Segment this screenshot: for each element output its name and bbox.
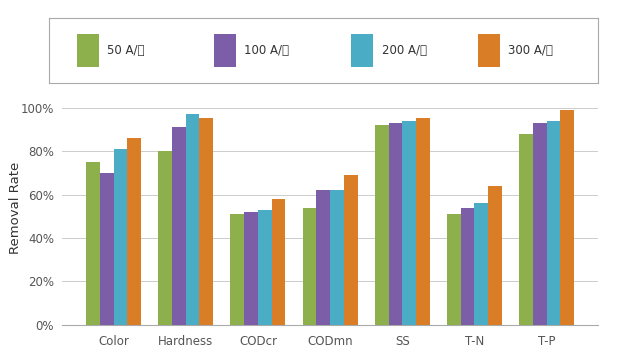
Bar xyxy=(330,190,344,325)
Bar xyxy=(114,149,127,325)
FancyBboxPatch shape xyxy=(214,34,236,67)
Bar xyxy=(547,121,560,325)
Bar xyxy=(86,162,100,325)
Text: 100 A/㎡: 100 A/㎡ xyxy=(244,44,289,57)
Bar xyxy=(344,175,357,325)
Bar xyxy=(127,138,141,325)
Bar xyxy=(100,173,114,325)
Bar xyxy=(474,203,488,325)
Bar xyxy=(258,210,271,325)
Bar xyxy=(271,199,285,325)
Bar xyxy=(303,208,317,325)
Bar xyxy=(488,186,502,325)
Bar xyxy=(461,208,474,325)
Bar xyxy=(533,123,547,325)
Text: 50 A/㎡: 50 A/㎡ xyxy=(107,44,144,57)
Bar xyxy=(402,121,416,325)
Text: 200 A/㎡: 200 A/㎡ xyxy=(381,44,426,57)
Bar xyxy=(520,134,533,325)
Y-axis label: Removal Rate: Removal Rate xyxy=(9,161,22,254)
Bar xyxy=(159,151,172,325)
FancyBboxPatch shape xyxy=(478,34,500,67)
Bar xyxy=(231,214,244,325)
Bar xyxy=(389,123,402,325)
Bar xyxy=(560,110,574,325)
Bar xyxy=(244,212,258,325)
FancyBboxPatch shape xyxy=(77,34,99,67)
Bar xyxy=(416,118,429,325)
Bar xyxy=(186,114,199,325)
Text: 300 A/㎡: 300 A/㎡ xyxy=(508,44,553,57)
Bar xyxy=(375,125,389,325)
Bar xyxy=(199,118,213,325)
FancyBboxPatch shape xyxy=(352,34,373,67)
Bar xyxy=(172,127,186,325)
Bar xyxy=(447,214,461,325)
Bar xyxy=(317,190,330,325)
